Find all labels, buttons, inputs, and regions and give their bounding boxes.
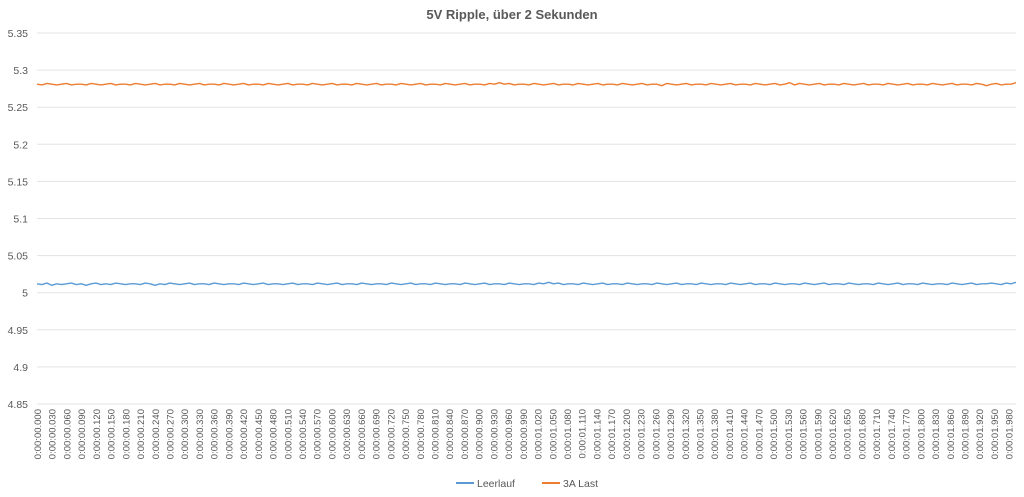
x-tick-label: 0:00:01.110 [578,409,589,458]
x-tick-label: 0:00:01.320 [681,409,692,459]
x-tick-label: 0:00:00.870 [460,409,471,459]
series-line-leerlauf [36,281,1017,286]
y-tick-label: 4.85 [8,399,29,411]
x-tick-label: 0:00:00.600 [327,409,338,459]
x-tick-label: 0:00:01.470 [754,409,765,459]
x-tick-label: 0:00:01.860 [946,409,957,459]
y-tick-label: 5.1 [13,214,28,226]
y-tick-label: 4.95 [8,325,29,337]
y-tick-label: 4.9 [13,362,28,374]
x-tick-label: 0:00:01.830 [931,409,942,459]
x-tick-label: 0:00:00.510 [283,409,294,459]
x-tick-label: 0:00:01.800 [916,409,927,459]
x-tick-label: 0:00:00.540 [298,409,309,459]
x-tick-label: 0:00:00.630 [342,409,353,459]
x-tick-label: 0:00:00.570 [313,409,324,459]
y-tick-label: 5.3 [13,65,28,77]
x-tick-label: 0:00:01.200 [622,409,633,459]
x-tick-label: 0:00:00.120 [92,409,103,459]
x-tick-label: 0:00:00.660 [357,409,368,459]
x-tick-label: 0:00:01.290 [666,409,677,459]
series-lines [36,82,1017,286]
x-tick-label: 0:00:01.380 [710,409,721,459]
x-tick-label: 0:00:00.360 [210,409,221,459]
x-tick-label: 0:00:01.590 [813,409,824,459]
x-tick-label: 0:00:01.650 [843,409,854,459]
x-tick-label: 0:00:00.690 [372,409,383,459]
x-tick-label: 0:00:00.390 [224,409,235,459]
x-tick-label: 0:00:01.410 [725,409,736,459]
x-tick-label: 0:00:01.770 [902,409,913,459]
x-tick-label: 0:00:00.330 [195,409,206,459]
x-tick-label: 0:00:00.420 [239,409,250,459]
chart-title: 5V Ripple, über 2 Sekunden [426,7,597,22]
x-tick-label: 0:00:00.840 [445,409,456,459]
x-tick-label: 0:00:01.440 [740,409,751,459]
y-axis: 5.35 5.3 5.25 5.2 5.15 5.1 5.05 5 4.95 4.9 4.85 [8,28,29,411]
x-tick-label: 0:00:01.140 [592,409,603,459]
series-line-3a-last [36,82,1017,87]
x-tick-label: 0:00:00.480 [269,409,280,459]
y-tick-label: 5.05 [8,251,29,263]
legend-entry: 3A Last [563,478,598,490]
x-tick-label: 0:00:00.030 [48,409,59,459]
y-tick-label: 5 [22,288,28,300]
x-tick-label: 0:00:00.150 [107,409,118,459]
x-tick-label: 0:00:01.560 [799,409,810,459]
x-tick-label: 0:00:01.500 [769,409,780,459]
x-tick-label: 0:00:00.000 [33,409,44,459]
x-tick-label: 0:00:01.260 [651,409,662,459]
x-tick-label: 0:00:01.680 [857,409,868,459]
x-tick-label: 0:00:00.780 [416,409,427,459]
x-tick-label: 0:00:01.170 [607,409,618,459]
x-tick-label: 0:00:00.810 [430,409,441,459]
x-axis: 0:00:00.000 0:00:00.030 0:00:00.060 0:00:00… [33,409,1016,459]
x-tick-label: 0:00:01.020 [534,409,545,459]
y-tick-label: 5.25 [8,102,29,114]
x-tick-label: 0:00:00.210 [136,409,147,459]
x-tick-label: 0:00:01.620 [828,409,839,459]
x-tick-label: 0:00:00.930 [489,409,500,459]
grid-lines [37,32,1016,405]
x-tick-label: 0:00:00.090 [77,409,88,459]
x-tick-label: 0:00:01.080 [563,409,574,459]
x-tick-label: 0:00:01.980 [1005,409,1016,459]
x-tick-label: 0:00:00.180 [121,409,132,459]
x-tick-label: 0:00:01.530 [784,409,795,459]
x-tick-label: 0:00:00.990 [519,409,530,459]
x-tick-label: 0:00:01.710 [872,409,883,459]
y-tick-label: 5.35 [8,28,29,40]
x-tick-label: 0:00:01.950 [990,409,1001,459]
x-tick-label: 0:00:01.230 [637,409,648,459]
y-tick-label: 5.2 [13,139,28,151]
y-tick-label: 5.15 [8,176,29,188]
x-tick-label: 0:00:00.960 [504,409,515,459]
x-tick-label: 0:00:01.350 [695,409,706,459]
x-tick-label: 0:00:01.920 [975,409,986,459]
x-tick-label: 0:00:01.890 [960,409,971,459]
x-tick-label: 0:00:00.300 [180,409,191,459]
x-tick-label: 0:00:00.450 [254,409,265,459]
x-tick-label: 0:00:00.900 [475,409,486,459]
x-tick-label: 0:00:00.750 [401,409,412,459]
x-tick-label: 0:00:01.050 [548,409,559,459]
x-tick-label: 0:00:01.740 [887,409,898,459]
x-tick-label: 0:00:00.240 [151,409,162,459]
x-tick-label: 0:00:00.720 [386,409,397,459]
x-tick-label: 0:00:00.060 [62,409,73,459]
x-tick-label: 0:00:00.270 [165,409,176,459]
legend: Leerlauf 3A Last [456,478,598,490]
legend-entry: Leerlauf [477,478,515,490]
